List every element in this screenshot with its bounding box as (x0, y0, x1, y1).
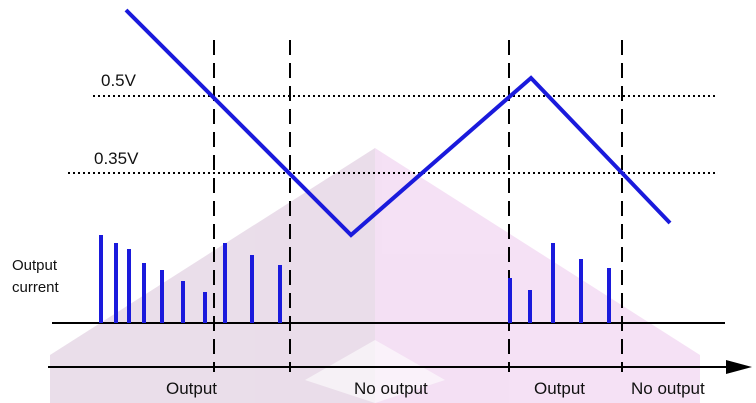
region-label-no-output-1: No output (354, 379, 428, 398)
pulses-group-1 (99, 235, 207, 323)
output-current-label-line2: current (12, 279, 60, 296)
watermark-right-shape (375, 148, 700, 403)
output-current-label-line1: Output (12, 257, 58, 274)
threshold-0-35v-label: 0.35V (94, 149, 139, 168)
threshold-0-5v-label: 0.5V (101, 71, 137, 90)
region-label-no-output-2: No output (631, 379, 705, 398)
region-label-output-2: Output (534, 379, 585, 398)
watermark (50, 148, 700, 403)
pulses-group-3 (508, 243, 611, 323)
time-axis-arrowhead (726, 360, 752, 374)
watermark-left-shape (50, 148, 375, 403)
watermark-center-shape (305, 340, 445, 403)
region-label-output-1: Output (166, 379, 217, 398)
pulses-group-2 (223, 243, 282, 323)
voltage-waveform (124, 8, 672, 238)
